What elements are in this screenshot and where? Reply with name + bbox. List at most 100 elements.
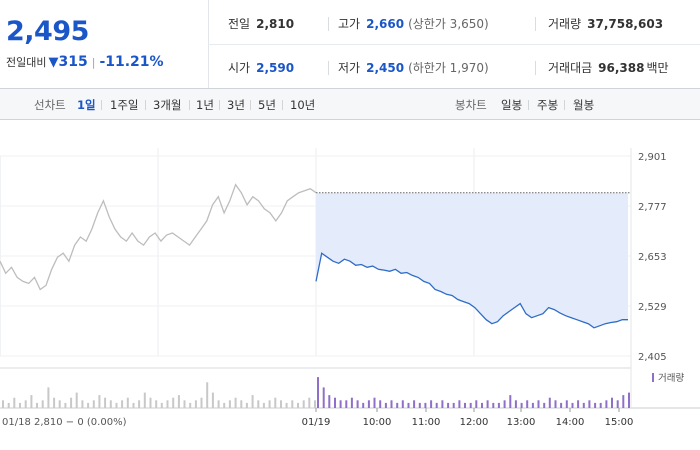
tab-1week[interactable]: 1주일 [110, 98, 139, 112]
lower-limit: (하한가 1,970) [408, 61, 489, 75]
volume-bar [64, 402, 67, 408]
volume-stat: 거래량 37,758,603 [548, 15, 663, 32]
volume-bar [362, 402, 365, 408]
volume-bar [149, 397, 152, 408]
volume-bar [339, 400, 342, 408]
high-label: 고가 [338, 17, 361, 31]
volume-bar [166, 400, 169, 408]
change-amount: 315 [58, 54, 88, 70]
volume-bar [384, 402, 387, 408]
open-stat: 시가 2,590 [228, 59, 294, 76]
tab-divider [189, 100, 190, 110]
tab-1year[interactable]: 1년 [196, 98, 214, 112]
volume-bar [458, 400, 461, 408]
high-stat: 고가 2,660 (상한가 3,650) [338, 15, 489, 32]
change-label: 전일대비 [6, 56, 47, 69]
volume-bar [628, 392, 630, 408]
volume-bar [41, 400, 44, 408]
tab-3year[interactable]: 3년 [227, 98, 245, 112]
volume-bar [36, 402, 38, 408]
x-tick-label: 14:00 [556, 417, 585, 428]
y-tick-label: 2,529 [638, 302, 667, 313]
volume-bar [492, 402, 495, 408]
trade-value-label: 거래대금 [548, 61, 593, 75]
volume-bar [486, 400, 489, 408]
volume-bar [53, 397, 56, 408]
change-percent: -11.21% [99, 54, 164, 70]
tab-weekly-candle[interactable]: 주봉 [537, 98, 559, 112]
volume-bar [308, 397, 311, 408]
volume-bar [132, 402, 135, 408]
tab-divider [145, 100, 146, 110]
volume-bar [160, 402, 163, 408]
tab-daily-candle[interactable]: 일봉 [501, 98, 523, 112]
tab-divider [564, 100, 565, 110]
volume-bar [401, 400, 404, 408]
x-axis-ticks: 01/19 10:00 11:00 12:00 13:00 14:00 15:00 [302, 408, 633, 428]
y-tick-label: 2,901 [638, 152, 667, 163]
volume-bar [297, 402, 299, 408]
volume-bar [481, 402, 483, 408]
volume-bar [367, 400, 370, 408]
volume-bar [19, 402, 21, 408]
low-stat: 저가 2,450 (하한가 1,970) [338, 59, 489, 76]
volume-bar [594, 402, 597, 408]
volume-bar [560, 402, 563, 408]
tab-divider [101, 100, 102, 110]
volume-bar [328, 395, 331, 408]
volume-bar [565, 400, 568, 408]
open-value: 2,590 [256, 61, 295, 75]
tab-5year[interactable]: 5년 [258, 98, 276, 112]
tab-10year[interactable]: 10년 [290, 98, 316, 112]
chart-period-tabs: 선차트 1일 1주일 3개월 1년 3년 5년 10년 봉차트 일봉 주봉 월봉 [0, 89, 700, 120]
tab-divider [282, 100, 283, 110]
tab-1day[interactable]: 1일 [77, 98, 96, 112]
tab-3month[interactable]: 3개월 [153, 98, 182, 112]
stat-divider [328, 17, 329, 31]
volume-bar [257, 400, 260, 408]
x-tick-label: 11:00 [412, 417, 441, 428]
change-divider: | [91, 56, 96, 69]
volume-bar [611, 397, 613, 408]
volume-bar [121, 400, 124, 408]
volume-bar [81, 400, 84, 408]
volume-bar [373, 397, 376, 408]
volume-bar [172, 397, 175, 408]
volume-bar [155, 400, 158, 408]
volume-bar [469, 402, 472, 408]
tab-divider [219, 100, 220, 110]
price-header: 2,495 전일대비 ▼315 | -11.21% 전일 2,810 고가 2,660 (상… [0, 0, 700, 89]
series-line-today [315, 252, 628, 329]
volume-bar [571, 402, 574, 408]
volume-bar [262, 402, 265, 408]
volume-bar [13, 397, 16, 408]
volume-bar [75, 392, 78, 408]
volume-bar [447, 402, 450, 408]
series-line-prev-day [0, 183, 317, 291]
candle-chart-label: 봉차트 [455, 98, 487, 112]
volume-bar [251, 395, 254, 408]
tab-monthly-candle[interactable]: 월봉 [573, 98, 595, 112]
volume-bar [452, 402, 455, 408]
low-value: 2,450 [366, 61, 405, 75]
volume-bar [548, 397, 551, 408]
volume-legend: 거래량 [658, 372, 684, 384]
volume-bar [317, 377, 319, 408]
volume-bar [475, 400, 478, 408]
volume-bar [223, 402, 226, 408]
volume-bar [138, 400, 141, 408]
volume-value: 37,758,603 [587, 17, 664, 31]
volume-bar [285, 402, 288, 408]
current-price-box: 2,495 전일대비 ▼315 | -11.21% [0, 0, 209, 88]
volume-bar [47, 387, 50, 408]
change-line: 전일대비 ▼315 | -11.21% [6, 54, 164, 70]
volume-bar [104, 397, 107, 408]
volume-bar [200, 397, 203, 408]
volume-bar [126, 397, 129, 408]
volume-bar [7, 402, 10, 408]
volume-bar [464, 402, 466, 408]
volume-bar [509, 395, 512, 408]
volume-bar [189, 402, 192, 408]
intraday-chart: 2,901 2,777 2,653 2,529 2,405 01/19 10:00 11:0… [0, 148, 700, 428]
volume-bar [245, 402, 248, 408]
